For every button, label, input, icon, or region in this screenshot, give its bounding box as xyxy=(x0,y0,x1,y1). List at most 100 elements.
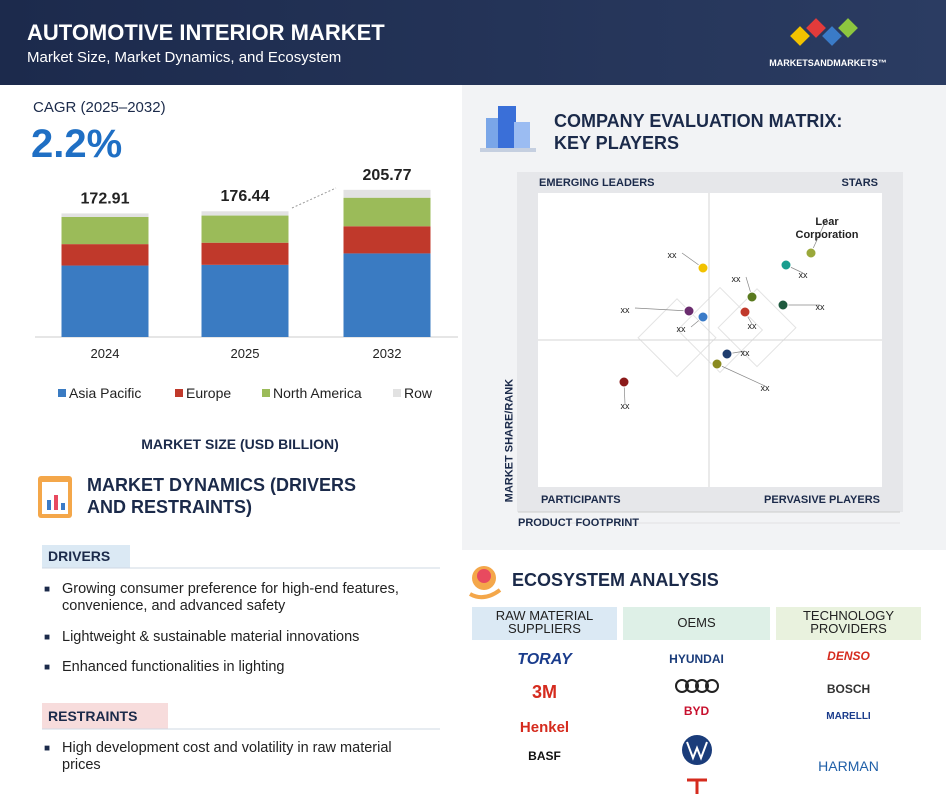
company-point xyxy=(780,259,792,271)
bar-segment xyxy=(343,226,431,254)
bullet-dot: ■ xyxy=(44,662,51,673)
company-label: xx xyxy=(741,348,751,358)
bullet-dot: ■ xyxy=(44,743,51,754)
legend-swatch xyxy=(58,389,66,397)
bullet-text: Enhanced functionalities in lighting xyxy=(62,659,285,675)
matrix-title: COMPANY EVALUATION MATRIX: KEY PLAYERS xyxy=(554,111,843,153)
bar-segment xyxy=(61,244,149,266)
leader-line xyxy=(634,307,690,312)
company-logo: HARMAN xyxy=(818,758,879,774)
legend-label: North America xyxy=(273,385,362,401)
quadrant-label: STARS xyxy=(841,177,878,189)
quadrant-label: PERVASIVE PLAYERS xyxy=(764,494,880,506)
header-bg xyxy=(0,0,946,85)
tesla-logo xyxy=(687,778,707,794)
building-icon xyxy=(480,106,536,152)
company-logo: BYD xyxy=(683,704,710,718)
company-logo: HYUNDAI xyxy=(669,652,724,666)
report-icon xyxy=(38,476,72,518)
title: AUTOMOTIVE INTERIOR MARKET xyxy=(27,20,385,45)
audi-logo xyxy=(675,679,719,693)
quadrant-label: PARTICIPANTS xyxy=(541,494,621,506)
brand-name: MARKETSANDMARKETS™ xyxy=(769,58,887,68)
legend-label: Row xyxy=(404,385,433,401)
drivers-title: DRIVERS xyxy=(48,548,111,564)
leader-line xyxy=(810,217,828,254)
company-logo: MARELLI xyxy=(826,711,871,722)
bar-segment xyxy=(201,211,289,216)
leader-line xyxy=(716,363,766,387)
total-label: 172.91 xyxy=(81,190,130,207)
bar-segment xyxy=(201,215,289,243)
bar-segment xyxy=(343,197,431,227)
column-header: RAW MATERIAL SUPPLIERS xyxy=(495,608,594,636)
x-tick-label: 2025 xyxy=(231,346,260,361)
column-header-bg xyxy=(776,607,921,640)
bar-segment xyxy=(201,264,289,337)
bar-segment xyxy=(61,265,149,337)
restraints-title: RESTRAINTS xyxy=(48,708,138,724)
bullet-text: Growing consumer preference for high-end… xyxy=(62,581,399,615)
x-tick-label: 2032 xyxy=(373,346,402,361)
company-label: Lear Corporation xyxy=(795,216,859,242)
y-axis-label: MARKET SHARE/RANK xyxy=(503,378,516,503)
quadrant-label: EMERGING LEADERS xyxy=(539,177,655,189)
drivers-tag xyxy=(42,545,130,568)
company-point xyxy=(697,262,709,274)
bullet-text: Lightweight & sustainable material innov… xyxy=(62,629,360,645)
company-logo: Henkel xyxy=(519,719,570,736)
company-label: xx xyxy=(732,274,742,284)
column-header: TECHNOLOGY PROVIDERS xyxy=(802,608,894,636)
company-label: xx xyxy=(816,302,826,312)
cagr-value: 2.2% xyxy=(31,122,123,166)
company-label: xx xyxy=(668,250,678,260)
subtitle: Market Size, Market Dynamics, and Ecosys… xyxy=(27,49,342,66)
company-logo: BASF xyxy=(528,749,561,763)
bar-segment xyxy=(61,216,149,245)
x-axis-label: PRODUCT FOOTPRINT xyxy=(518,517,639,529)
company-label: xx xyxy=(799,270,809,280)
bullet-text: High development cost and volatility in … xyxy=(62,740,392,774)
total-label: 205.77 xyxy=(363,167,412,184)
company-label: xx xyxy=(677,324,687,334)
column-header-bg xyxy=(623,607,770,640)
growth-arrow xyxy=(291,187,337,209)
company-point xyxy=(739,306,751,318)
legend-label: Asia Pacific xyxy=(69,385,141,401)
company-point xyxy=(746,291,758,303)
company-point xyxy=(805,247,817,259)
legend-swatch xyxy=(262,389,270,397)
column-header-bg xyxy=(472,607,617,640)
chart-caption: MARKET SIZE (USD BILLION) xyxy=(141,436,339,452)
legend-swatch xyxy=(175,389,183,397)
cagr-label: CAGR (2025–2032) xyxy=(33,99,166,116)
company-label: xx xyxy=(621,305,631,315)
company-point xyxy=(711,358,723,370)
bar-segment xyxy=(201,242,289,265)
company-point xyxy=(721,348,733,360)
company-label: xx xyxy=(748,321,758,331)
company-logo: DENSO xyxy=(827,649,870,663)
total-label: 176.44 xyxy=(221,188,270,205)
ecosystem-title: ECOSYSTEM ANALYSIS xyxy=(512,570,719,590)
dynamics-title: MARKET DYNAMICS (DRIVERS AND RESTRAINTS) xyxy=(87,475,357,517)
restraints-tag xyxy=(42,703,168,729)
company-label: xx xyxy=(761,383,771,393)
company-point xyxy=(777,299,789,311)
legend-swatch xyxy=(393,389,401,397)
company-point xyxy=(697,311,709,323)
company-logo: TORAY xyxy=(517,651,572,668)
bar-segment xyxy=(343,253,431,337)
company-logo: BOSCH xyxy=(826,682,871,696)
company-label: xx xyxy=(621,401,631,411)
legend-label: Europe xyxy=(186,385,231,401)
ecosystem-icon xyxy=(469,566,502,600)
company-point xyxy=(618,376,630,388)
bar-segment xyxy=(61,213,149,217)
bar-segment xyxy=(343,189,431,198)
x-tick-label: 2024 xyxy=(91,346,120,361)
column-header: OEMS xyxy=(677,615,716,630)
bullet-dot: ■ xyxy=(44,584,51,595)
